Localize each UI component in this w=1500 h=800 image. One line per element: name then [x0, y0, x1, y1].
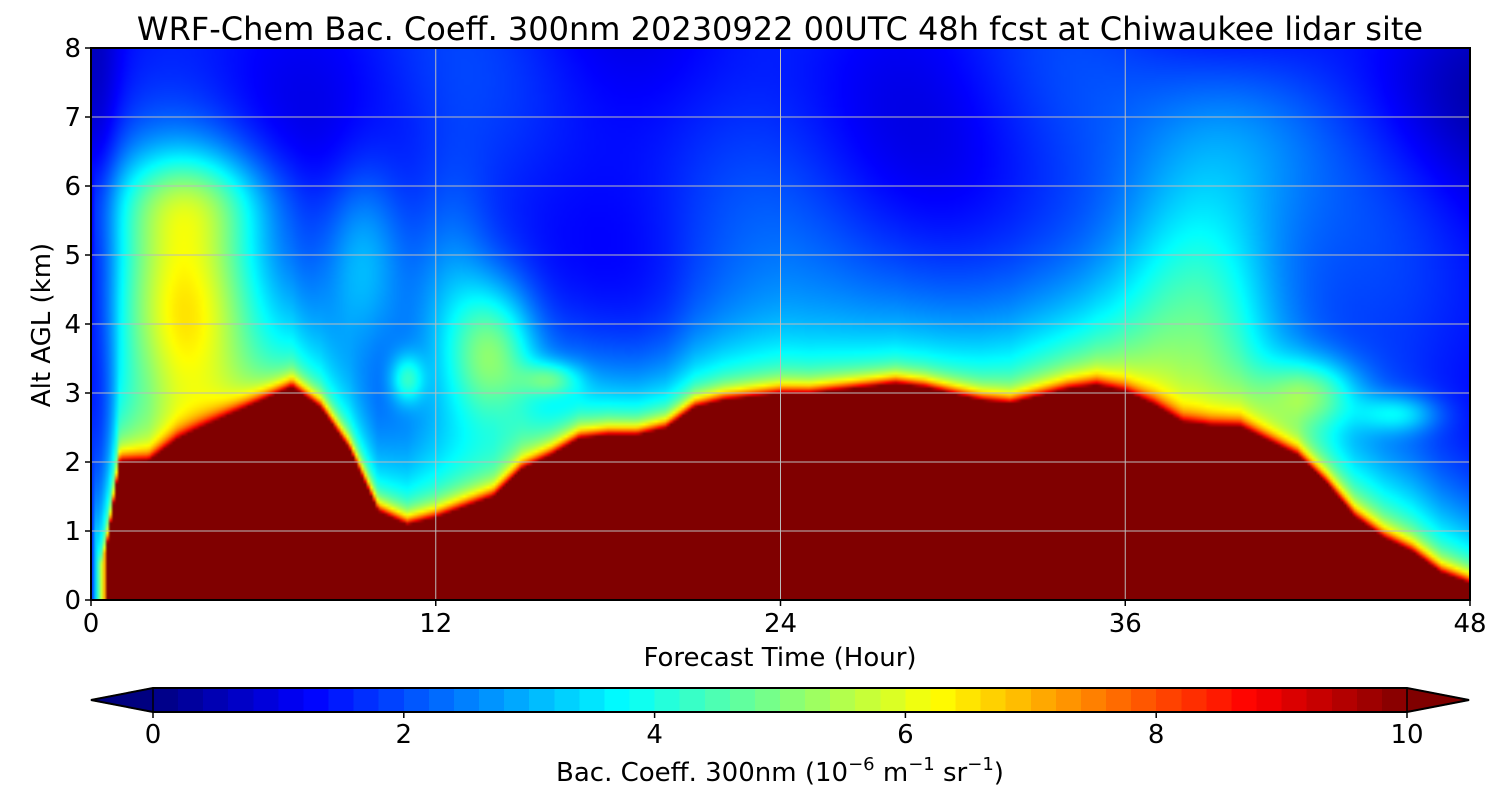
y-tick-label: 4 [64, 310, 81, 340]
y-tick-label: 0 [64, 586, 81, 616]
colorbar-extend-high [1406, 687, 1470, 713]
x-tick-label: 12 [419, 609, 452, 639]
y-tick-label: 8 [64, 34, 81, 64]
x-tick-label: 48 [1453, 609, 1486, 639]
colorbar-body [153, 688, 1407, 712]
colorbar-tick-label: 4 [646, 720, 663, 750]
colorbar-tick-label: 10 [1390, 720, 1423, 750]
x-axis-label: Forecast Time (Hour) [643, 643, 916, 673]
x-axis: 0 12 24 36 48 [83, 600, 1487, 639]
y-tick-label: 2 [64, 448, 81, 478]
x-tick-label: 0 [83, 609, 100, 639]
colorbar-ticks: 0 2 4 6 8 10 [145, 712, 1424, 750]
plot-area [90, 47, 1471, 601]
grid-lines [91, 48, 1470, 600]
colorbar-tick-label: 2 [396, 720, 413, 750]
colorbar-tick-label: 6 [897, 720, 914, 750]
colorbar-extend-low [90, 687, 154, 713]
chart-title: WRF-Chem Bac. Coeff. 300nm 20230922 00UT… [137, 10, 1423, 48]
x-tick-label: 36 [1109, 609, 1142, 639]
colorbar-label: Bac. Coeff. 300nm (10−6 m−1 sr−1) [556, 754, 1004, 788]
y-tick-label: 1 [64, 517, 81, 547]
y-axis: 0 1 2 3 4 5 6 7 8 [64, 34, 91, 616]
colorbar: 0 2 4 6 8 10 Bac. Coeff. 300nm (10−6 m−1 sr−1… [90, 687, 1470, 788]
y-axis-label: Alt AGL (km) [27, 243, 57, 407]
y-tick-label: 6 [64, 172, 81, 202]
y-tick-label: 3 [64, 379, 81, 409]
colorbar-tick-label: 0 [145, 720, 162, 750]
y-tick-label: 5 [64, 241, 81, 271]
colorbar-tick-label: 8 [1148, 720, 1165, 750]
y-tick-label: 7 [64, 103, 81, 133]
x-tick-label: 24 [764, 609, 797, 639]
